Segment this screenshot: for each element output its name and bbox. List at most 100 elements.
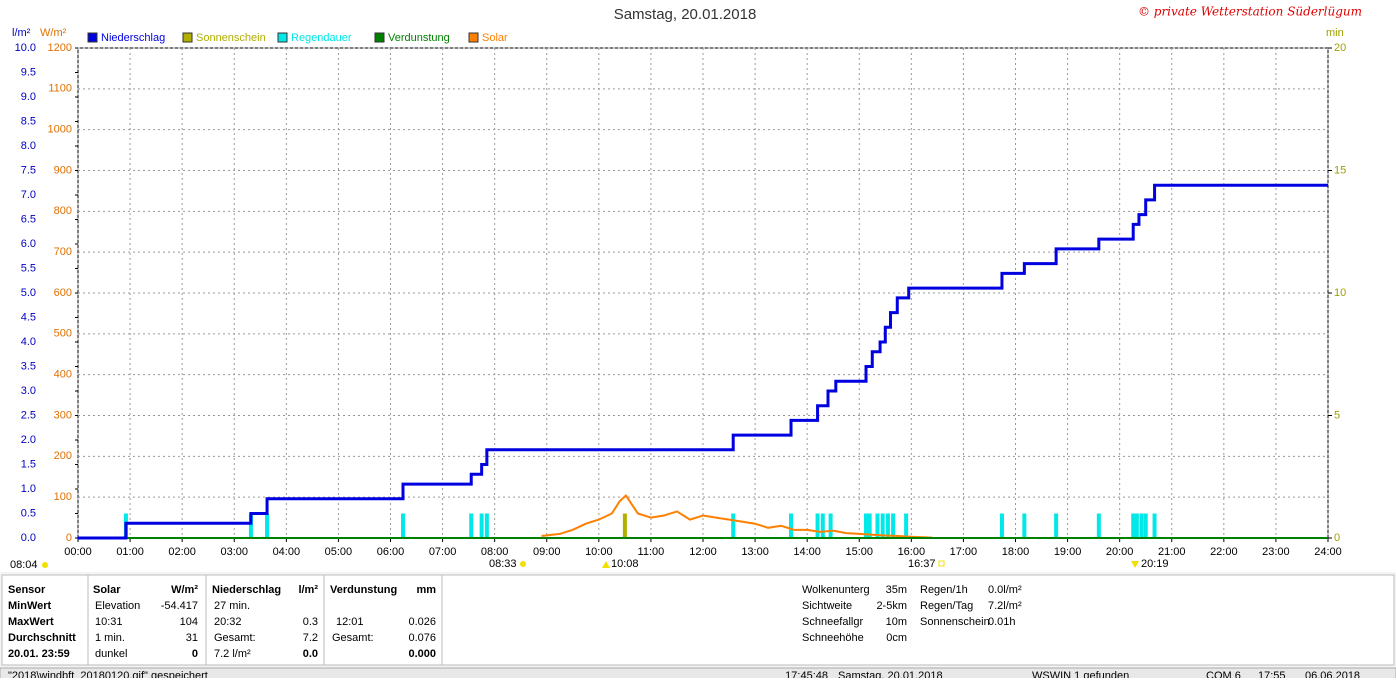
- x-tick-label: 13:00: [741, 546, 769, 558]
- bar: [885, 513, 890, 538]
- panel-cell: 0: [192, 648, 198, 660]
- bar: [265, 513, 270, 538]
- panel-cell: 0.01h: [988, 616, 1016, 628]
- status-text: Samstag, 20.01.2018: [838, 670, 943, 678]
- legend-swatch: [182, 32, 193, 43]
- x-tick-label: 09:00: [533, 546, 561, 558]
- panel-cell: Gesamt:: [332, 632, 374, 644]
- panel-cell: 1 min.: [95, 632, 125, 644]
- legend-label: Sonnenschein: [196, 32, 266, 44]
- panel-cell: 0.026: [408, 616, 436, 628]
- y-tick-label: 8.5: [21, 115, 36, 127]
- panel-cell: 7.2l/m²: [988, 600, 1022, 612]
- panel-cell: 0.3: [303, 616, 318, 628]
- x-tick-label: 00:00: [64, 546, 92, 558]
- y3-tick-label: 10: [1334, 287, 1346, 299]
- x-tick-label: 11:00: [638, 546, 665, 558]
- bar: [484, 513, 489, 538]
- y2-tick-label: 900: [54, 164, 72, 176]
- panel-cell: Sensor: [8, 584, 46, 596]
- annotation: 08:04: [10, 559, 38, 571]
- x-tick-label: 04:00: [273, 546, 301, 558]
- x-tick-label: 02:00: [168, 546, 196, 558]
- panel-cell: 12:01: [336, 616, 364, 628]
- status-text: 17:55: [1258, 670, 1286, 678]
- panel-cell: 10:31: [95, 616, 123, 628]
- bar: [1131, 513, 1136, 538]
- bar: [815, 513, 820, 538]
- y-tick-label: 6.5: [21, 213, 36, 225]
- legend-swatch: [277, 32, 288, 43]
- panel-cell: dunkel: [95, 648, 127, 660]
- panel-cell: MaxWert: [8, 616, 54, 628]
- y2-axis-unit: W/m²: [40, 27, 67, 39]
- x-tick-label: 17:00: [950, 546, 978, 558]
- x-tick-label: 01:00: [116, 546, 144, 558]
- bar: [1134, 513, 1139, 538]
- status-text: 06.06.2018: [1305, 670, 1360, 678]
- panel-cell: Elevation: [95, 600, 140, 612]
- legend-swatch: [468, 32, 479, 43]
- y-tick-label: 5.0: [21, 287, 36, 299]
- panel-cell: 31: [186, 632, 198, 644]
- bar: [1054, 513, 1059, 538]
- bar: [1096, 513, 1101, 538]
- bar: [401, 513, 405, 538]
- x-tick-label: 03:00: [220, 546, 248, 558]
- y2-tick-label: 800: [54, 205, 72, 217]
- legend-label: Niederschlag: [101, 32, 165, 44]
- series-line: [78, 183, 1328, 540]
- bar: [731, 513, 736, 538]
- panel-cell: mm: [416, 584, 436, 596]
- panel-cell: 20:32: [214, 616, 242, 628]
- y-tick-label: 4.0: [21, 336, 36, 348]
- x-tick-label: 19:00: [1054, 546, 1082, 558]
- panel-cell: 7.2 l/m²: [214, 648, 251, 660]
- bar: [999, 513, 1004, 538]
- x-tick-label: 18:00: [1002, 546, 1030, 558]
- panel-cell: Niederschlag: [212, 584, 281, 596]
- panel-cell: Durchschnitt: [8, 632, 76, 644]
- panel-cell: 0.076: [408, 632, 436, 644]
- series-line: [541, 494, 933, 539]
- y2-tick-label: 0: [66, 532, 72, 544]
- panel-cell: W/m²: [171, 584, 198, 596]
- sun-up-icon: [602, 561, 610, 568]
- bar: [875, 513, 880, 538]
- y3-axis-unit: min: [1326, 27, 1344, 39]
- bar: [1152, 513, 1157, 538]
- y-tick-label: 9.0: [21, 91, 36, 103]
- y-tick-label: 2.0: [21, 434, 36, 446]
- status-bar: [0, 667, 1396, 681]
- y-axis-unit: l/m²: [12, 27, 31, 39]
- y2-tick-label: 500: [54, 328, 72, 340]
- y-tick-label: 8.0: [21, 140, 36, 152]
- bar: [1139, 513, 1144, 538]
- copyright: © private Wetterstation Süderlügum: [1138, 5, 1362, 19]
- bar: [864, 513, 869, 538]
- annotation: 20:19: [1141, 558, 1169, 570]
- y-tick-label: 1.0: [21, 483, 36, 495]
- status-text: COM 6: [1206, 670, 1241, 678]
- y-tick-label: 5.5: [21, 262, 36, 274]
- y2-tick-label: 100: [54, 491, 72, 503]
- y-tick-label: 6.0: [21, 238, 36, 250]
- panel-dividers: [87, 575, 443, 665]
- x-tick-label: 24:00: [1314, 546, 1342, 558]
- y-tick-label: 4.5: [21, 311, 36, 323]
- panel-cell: Schneefallgr: [802, 616, 863, 628]
- bar: [1022, 513, 1027, 538]
- x-tick-label: 12:00: [689, 546, 717, 558]
- panel-frame: [1, 574, 1395, 666]
- y-tick-label: 3.0: [21, 385, 36, 397]
- y3-tick-label: 5: [1334, 409, 1340, 421]
- sunset-icon: [938, 560, 945, 567]
- x-tick-label: 16:00: [898, 546, 926, 558]
- panel-cell: Schneehöhe: [802, 632, 864, 644]
- sunrise-icon: [42, 562, 48, 568]
- y-tick-label: 0.0: [21, 532, 36, 544]
- status-text: 17:45:48: [785, 670, 828, 678]
- bar: [828, 513, 833, 538]
- bar: [1143, 513, 1148, 538]
